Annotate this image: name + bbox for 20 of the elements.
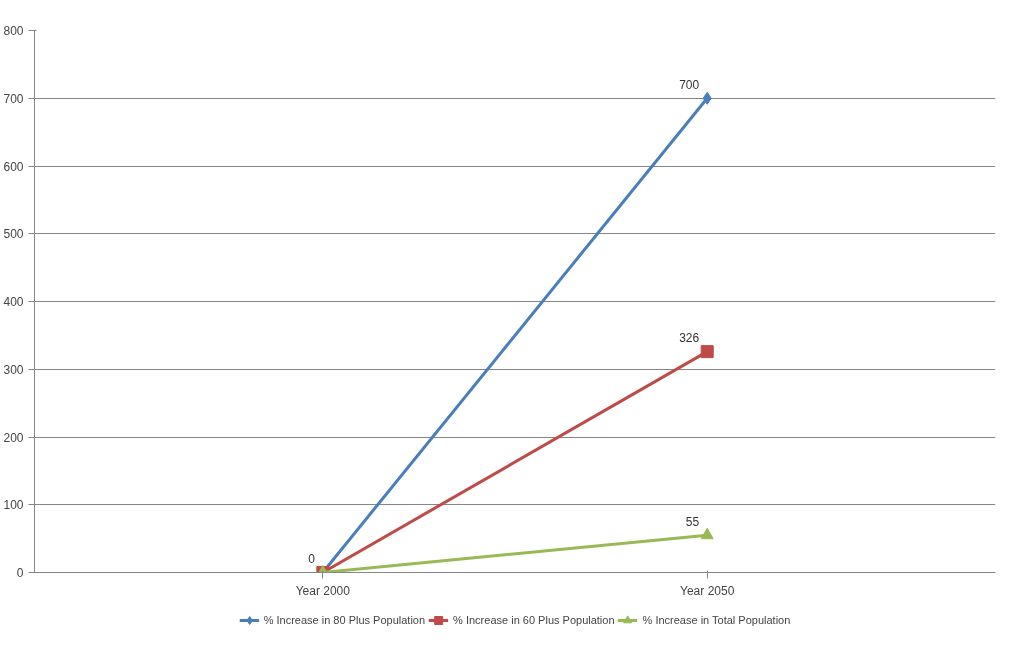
point [700,345,714,359]
x-tick-label: Year 2000 [295,583,351,598]
y-tick-label: 300 [3,362,24,377]
data-label: 700 [679,77,700,92]
x-tick-label: Year 2050 [680,583,735,598]
point [702,91,712,105]
legend-label: % Increase in 80 Plus Population [263,614,426,626]
y-tick-label: 0 [16,566,24,580]
legend-label: % Increase in 60 Plus Population [453,614,615,626]
y-tick-label: 700 [3,91,24,106]
data-label: 326 [679,331,700,346]
data-label: 55 [685,514,700,529]
y-tick-label: 800 [3,24,24,38]
y-tick-label: 600 [3,159,24,174]
data-label: 0 [308,552,316,566]
y-tick-label: 500 [3,227,24,242]
legend-label: % Increase in Total Population [642,614,791,626]
y-tick-label: 200 [3,430,24,445]
y-tick-label: 400 [3,295,24,309]
y-tick-label: 100 [3,498,24,513]
